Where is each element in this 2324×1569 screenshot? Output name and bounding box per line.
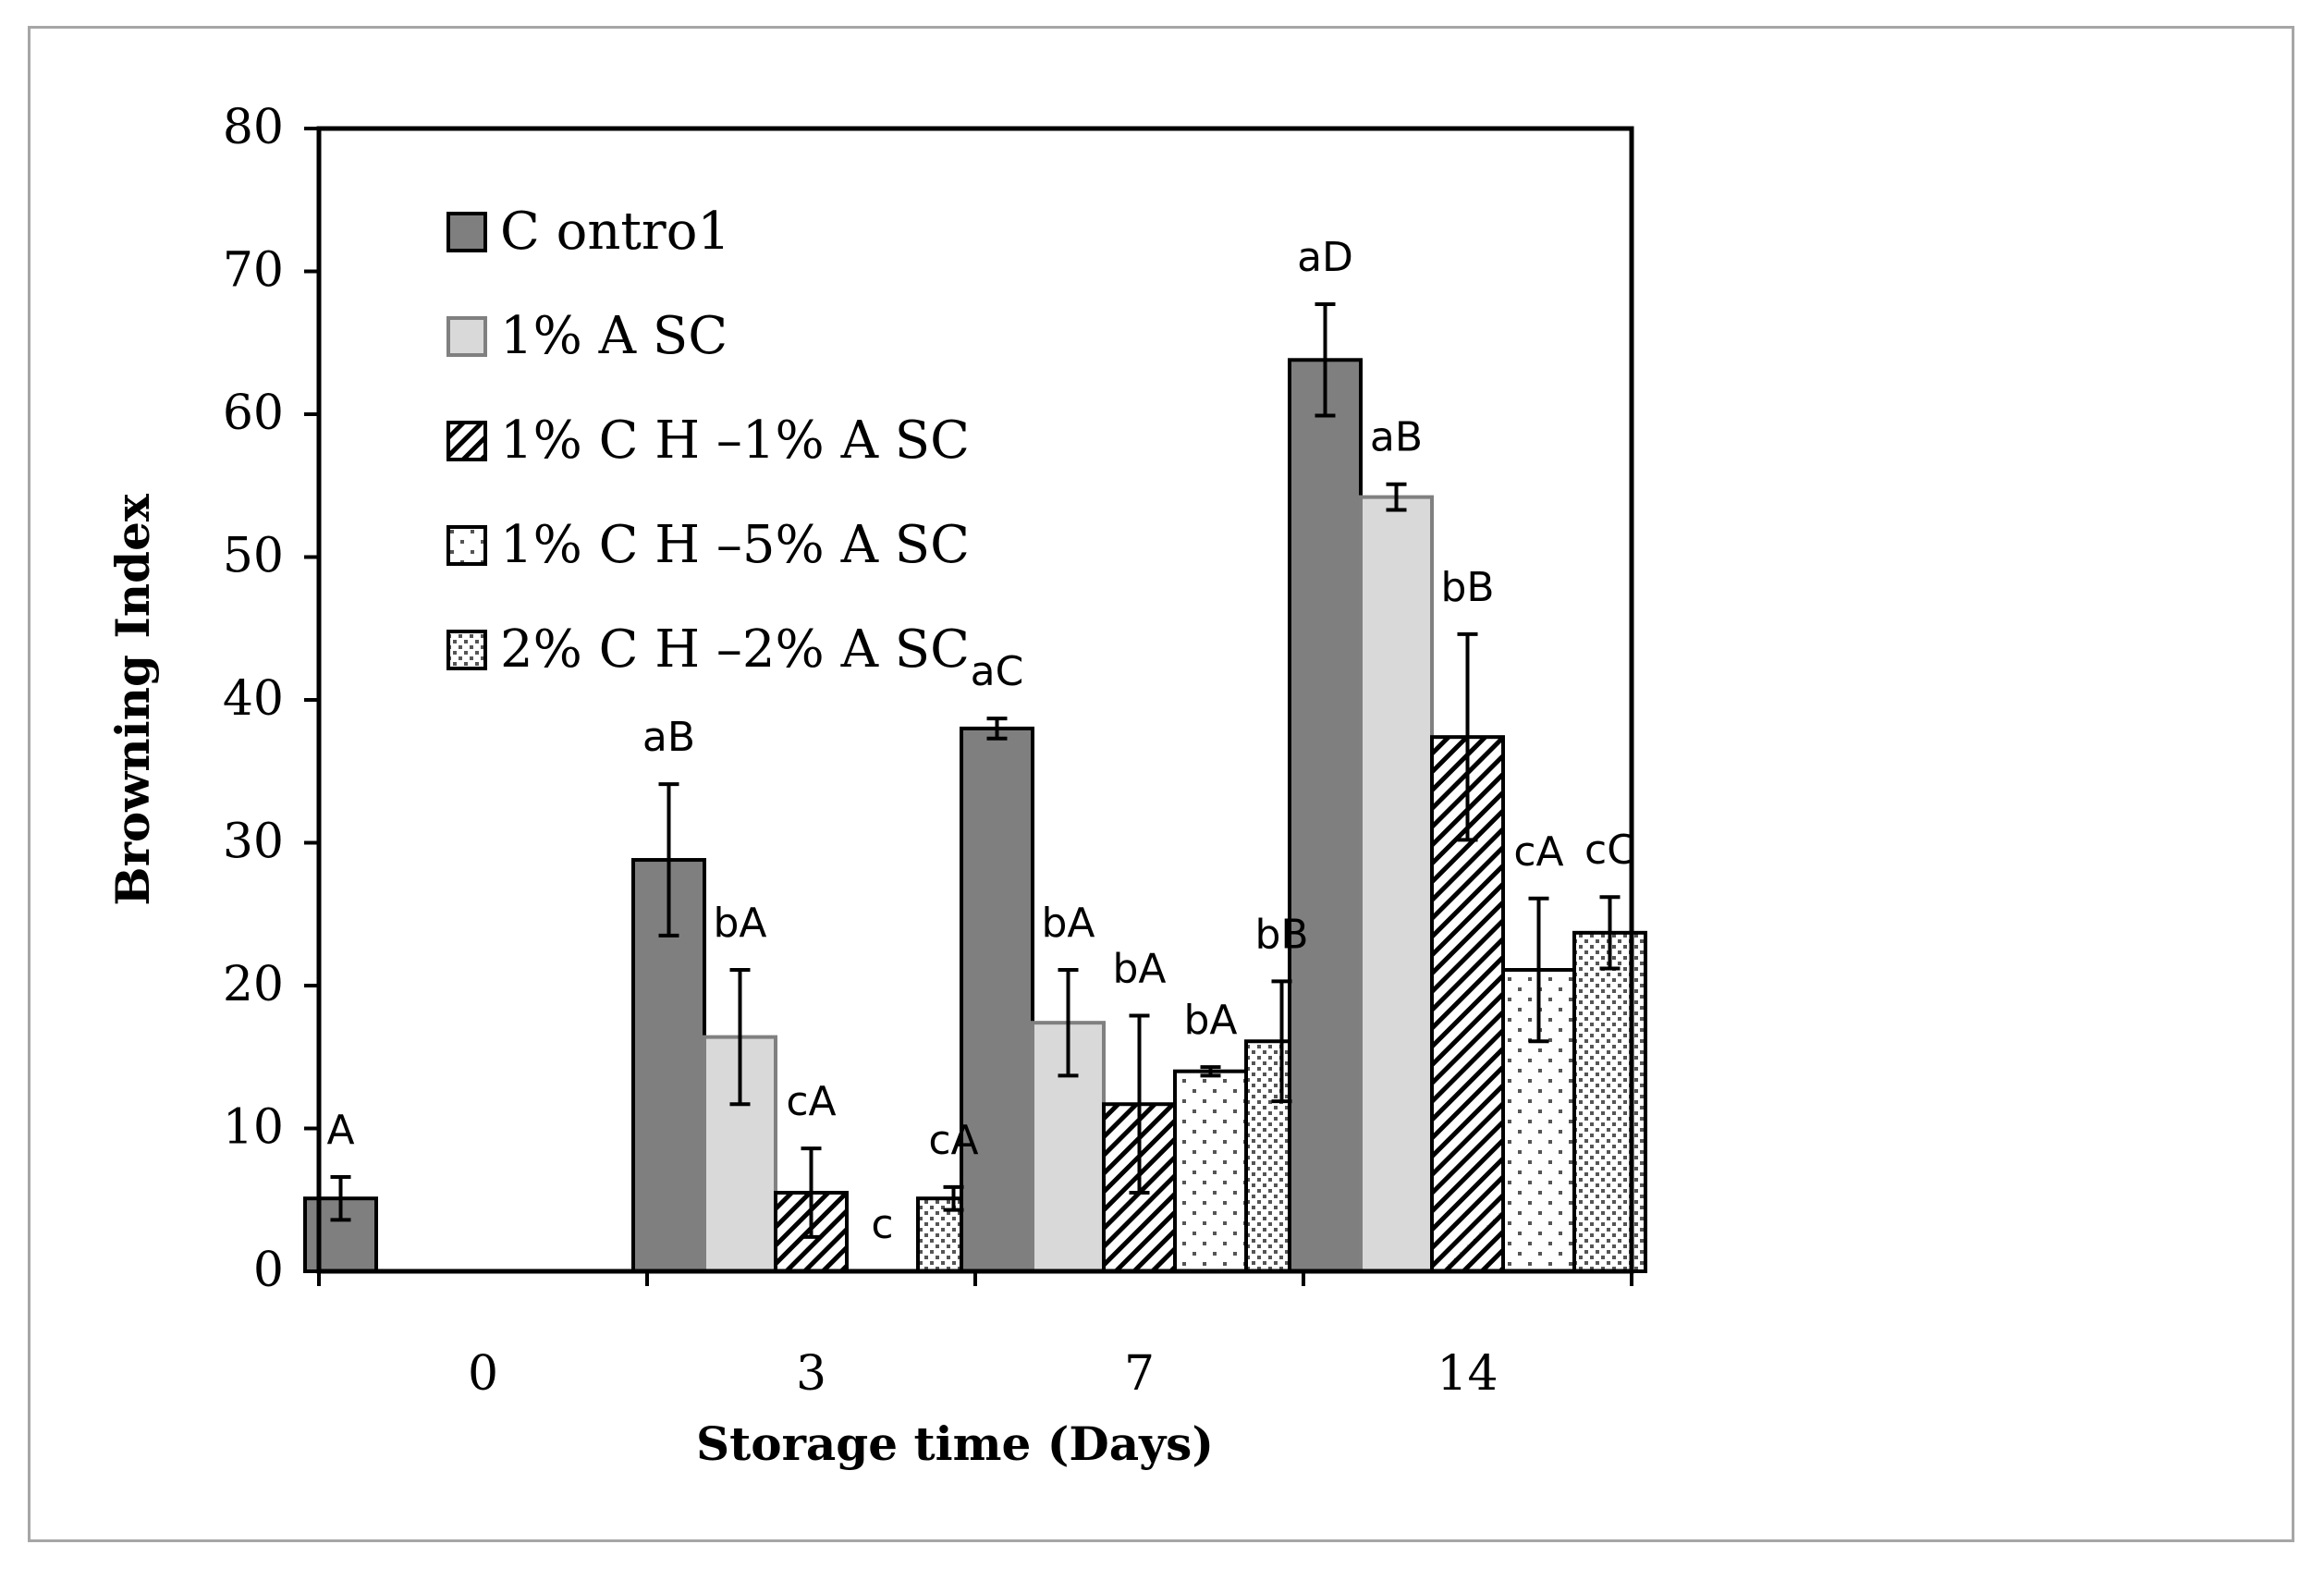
x-tick-label: 3: [796, 1346, 826, 1402]
significance-label: bA: [1112, 945, 1166, 992]
significance-label: aD: [1297, 234, 1353, 281]
x-tick-label: 0: [468, 1346, 498, 1402]
significance-label: bB: [1254, 911, 1308, 958]
y-tick-label: 60: [223, 386, 284, 441]
significance-label: bB: [1440, 564, 1494, 611]
legend-label: 2% C H –2% A SC: [500, 619, 970, 680]
legend-label: 1% A SC: [500, 306, 728, 366]
y-tick-label: 50: [223, 529, 284, 584]
y-tick-label: 40: [223, 671, 284, 727]
significance-label: cA: [786, 1078, 836, 1125]
y-tick-label: 20: [223, 957, 284, 1012]
x-tick-label: 14: [1437, 1346, 1498, 1402]
bar-solid-light: [703, 1035, 777, 1273]
significance-label: aC: [971, 648, 1024, 695]
y-tick-label: 70: [223, 243, 284, 299]
x-axis-label: Storage time (Days): [696, 1416, 1214, 1471]
y-tick-label: 0: [253, 1243, 284, 1298]
significance-label: cA: [1513, 828, 1563, 876]
legend: C ontro1 1% A SC 1% C H –1% A SC 1% C H –5%…: [446, 202, 970, 680]
legend-swatch: [446, 212, 487, 252]
legend-label: 1% C H –5% A SC: [500, 515, 970, 575]
y-tick-label: 80: [223, 100, 284, 155]
significance-label: c: [871, 1201, 893, 1248]
significance-label: bA: [713, 900, 766, 947]
y-tick-label: 10: [223, 1100, 284, 1156]
plot-area-border: [316, 126, 1634, 1274]
significance-label: aB: [1370, 414, 1423, 461]
significance-label: A: [326, 1107, 354, 1154]
bar-solid-dark: [1288, 358, 1363, 1274]
legend-swatch: [446, 421, 487, 461]
bar-solid-dark: [960, 726, 1034, 1273]
significance-label: cA: [928, 1117, 978, 1164]
y-axis-ticks: 0 10 20 30 40 50 60 70 80: [223, 100, 319, 1298]
x-tick-label: 7: [1124, 1346, 1155, 1402]
y-axis-label: Browning Index: [105, 493, 160, 906]
significance-label: bA: [1183, 997, 1237, 1044]
significance-label: aB: [642, 714, 695, 761]
legend-label: 1% C H –1% A SC: [500, 411, 970, 471]
bar-sparse-dots: [1173, 1069, 1248, 1273]
error-bars: [330, 302, 1621, 1239]
x-axis-ticks: 0 3 7 14: [317, 1271, 1633, 1402]
legend-swatch: [446, 525, 487, 566]
significance-label: bA: [1041, 900, 1095, 947]
legend-label: C ontro1: [500, 202, 730, 262]
legend-swatch: [446, 316, 487, 357]
y-tick-label: 30: [223, 815, 284, 870]
significance-label: cC: [1584, 827, 1635, 874]
legend-swatch: [446, 630, 487, 670]
bar-solid-light: [1359, 495, 1434, 1273]
bar-dense-dots: [1572, 930, 1647, 1274]
